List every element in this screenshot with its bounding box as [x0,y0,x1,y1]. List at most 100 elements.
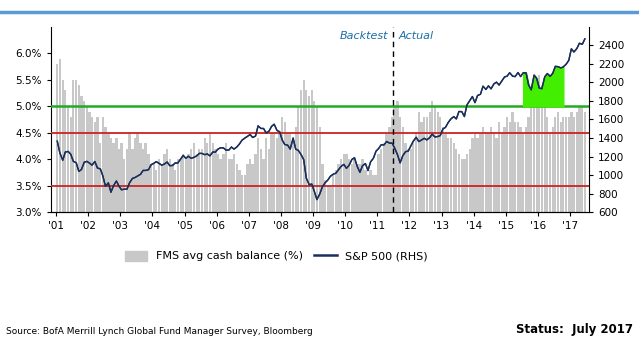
Bar [81,96,82,339]
Bar [525,127,527,339]
Bar [209,133,211,339]
Bar [243,175,246,339]
Bar [302,80,305,339]
Bar [434,106,436,339]
Bar [174,170,176,339]
Bar [206,143,208,339]
Bar [308,96,311,339]
Bar [96,117,98,339]
Bar [126,148,128,339]
Bar [567,117,570,339]
Bar [169,159,171,339]
Bar [99,143,102,339]
Bar [115,138,118,339]
Bar [276,138,278,339]
Bar [305,91,307,339]
Bar [557,112,559,339]
Bar [369,170,372,339]
Bar [485,133,487,339]
Bar [292,138,295,339]
Bar [335,170,337,339]
Bar [198,148,201,339]
Bar [150,164,152,339]
Bar [423,117,426,339]
Bar [466,154,468,339]
Bar [458,154,460,339]
Bar [404,143,407,339]
Bar [249,159,251,339]
Bar [380,148,382,339]
Bar [391,117,393,339]
Bar [324,180,327,339]
Bar [260,148,262,339]
Bar [118,148,120,339]
Bar [72,80,75,339]
Bar [420,122,423,339]
Bar [332,175,334,339]
Bar [190,148,192,339]
Bar [279,133,281,339]
Bar [527,117,530,339]
Bar [78,85,80,339]
Bar [348,159,350,339]
Bar [327,186,329,339]
Bar [281,117,283,339]
Bar [546,117,548,339]
Bar [514,122,516,339]
Bar [110,138,112,339]
Bar [319,127,321,339]
Bar [412,143,415,339]
Bar [104,127,107,339]
Bar [196,154,198,339]
Bar [375,175,377,339]
Bar [530,101,532,339]
Bar [180,159,182,339]
Bar [399,117,401,339]
Bar [501,133,503,339]
Bar [562,117,564,339]
Bar [268,148,270,339]
Bar [570,112,573,339]
Bar [418,112,420,339]
Bar [426,117,428,339]
Bar [468,148,471,339]
Bar [217,154,219,339]
Bar [67,106,70,339]
Bar [59,59,61,339]
Bar [286,133,289,339]
Bar [520,127,522,339]
Bar [193,143,195,339]
Bar [565,117,567,339]
Bar [364,170,367,339]
Bar [429,112,431,339]
Bar [204,138,206,339]
Bar [158,159,160,339]
Bar [64,91,66,339]
Bar [493,133,495,339]
Bar [134,138,136,339]
Bar [490,127,492,339]
Bar [378,154,380,339]
Bar [123,159,125,339]
Bar [488,133,489,339]
Bar [70,117,72,339]
Bar [576,112,578,339]
Bar [358,164,361,339]
Bar [144,143,147,339]
Bar [362,159,364,339]
Bar [367,175,369,339]
Bar [544,101,546,339]
Bar [171,164,174,339]
Legend: FMS avg cash balance (%), S&P 500 (RHS): FMS avg cash balance (%), S&P 500 (RHS) [121,246,433,266]
Bar [442,127,444,339]
Bar [504,127,505,339]
Bar [222,154,224,339]
Bar [91,117,93,339]
Bar [257,138,259,339]
Bar [176,159,179,339]
Bar [102,117,104,339]
Bar [447,138,449,339]
Bar [509,122,511,339]
Bar [498,122,500,339]
Bar [389,127,390,339]
